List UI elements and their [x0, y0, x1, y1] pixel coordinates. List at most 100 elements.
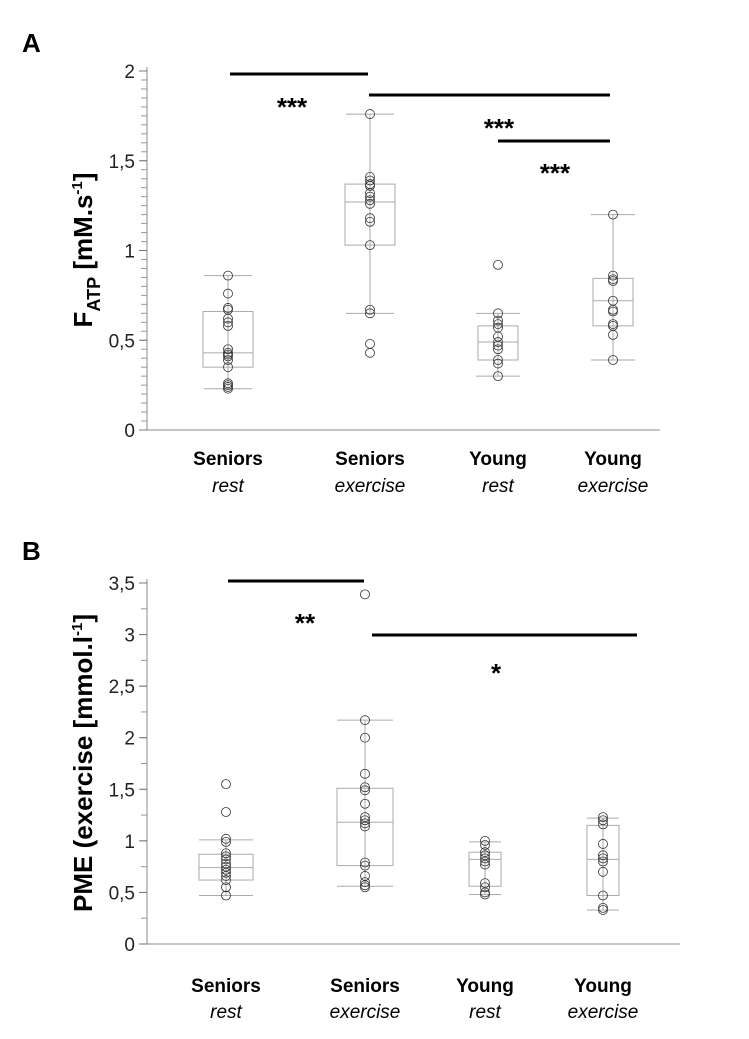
data-point	[365, 198, 375, 209]
y-tick-label: 0,5	[109, 331, 135, 352]
data-point	[360, 732, 370, 743]
y-tick-label: 1	[124, 832, 135, 853]
data-point	[360, 798, 370, 809]
data-point	[598, 850, 608, 861]
y-label-unit-end: ]	[68, 173, 98, 182]
data-point	[221, 854, 231, 865]
y-axis-label: PME (exercise [mmol.l-1]	[68, 614, 98, 912]
category-condition-label: rest	[482, 476, 514, 497]
y-tick-label: 2	[124, 62, 135, 83]
box-iqr	[586, 824, 620, 897]
data-point	[493, 371, 503, 382]
box-0	[202, 270, 254, 394]
category-condition-label: rest	[210, 1002, 242, 1023]
data-point	[598, 903, 608, 913]
data-point	[493, 355, 503, 365]
data-point	[608, 270, 618, 281]
data-point	[360, 715, 370, 726]
y-tick-label: 3,5	[109, 574, 135, 595]
data-point	[608, 355, 618, 365]
category-condition-label: exercise	[335, 476, 406, 497]
panel-label: B	[22, 536, 41, 566]
category-group-label: Seniors	[335, 449, 405, 470]
data-point	[223, 351, 233, 362]
data-point	[608, 329, 618, 340]
data-point	[360, 785, 370, 796]
box-2	[468, 835, 502, 900]
category-group-label: Young	[574, 976, 632, 997]
data-point	[360, 860, 370, 871]
data-point	[598, 890, 608, 901]
data-point	[365, 338, 375, 349]
data-point	[480, 853, 490, 864]
data-point	[221, 779, 231, 790]
y-tick-label: 3	[124, 626, 135, 647]
data-point	[598, 815, 608, 826]
data-point	[223, 288, 233, 299]
significance-stars: ***	[540, 158, 571, 188]
y-tick-label: 1,5	[109, 780, 135, 801]
data-point	[480, 835, 490, 846]
data-point	[360, 882, 370, 893]
data-point	[493, 259, 503, 270]
data-point	[608, 306, 618, 317]
y-tick-label: 1,5	[109, 152, 135, 173]
data-point	[223, 313, 233, 324]
y-label-unit-end: ]	[68, 614, 98, 623]
data-point	[360, 880, 370, 891]
panel-a: A FATP [mM.s-1] 0 0,5 1 1,5 2 Seniors rest Senior…	[22, 28, 660, 497]
panel-b: B PME (exercise [mmol.l-1] 0 0,5 1 1,5 2 2,5 3 3,…	[22, 536, 680, 1023]
box-iqr	[336, 787, 394, 867]
data-point	[221, 848, 231, 859]
data-point	[221, 864, 231, 875]
data-point	[221, 836, 231, 847]
data-point	[365, 308, 375, 319]
significance-stars: **	[295, 608, 316, 638]
data-point	[598, 819, 608, 830]
data-point	[223, 344, 233, 355]
category-group-label: Young	[469, 449, 527, 470]
box-iqr	[344, 183, 396, 246]
box-iqr	[477, 325, 519, 361]
category-condition-label: rest	[212, 476, 244, 497]
data-point	[365, 213, 375, 224]
data-point	[598, 905, 608, 915]
data-point	[360, 818, 370, 829]
box-1	[344, 109, 396, 358]
data-point	[480, 859, 490, 870]
data-point	[493, 308, 503, 319]
y-label-unit: [mM.s	[68, 195, 98, 277]
box-3	[591, 209, 635, 365]
data-point	[365, 175, 375, 186]
data-point	[221, 890, 231, 901]
data-point	[365, 191, 375, 202]
data-point	[365, 180, 375, 191]
y-tick-label: 2	[124, 729, 135, 750]
data-point	[365, 195, 375, 206]
data-point	[221, 807, 231, 817]
data-point	[223, 362, 233, 373]
significance-stars: ***	[484, 113, 515, 143]
data-point	[223, 270, 233, 281]
data-point	[221, 867, 231, 878]
y-label-superscript: -1	[69, 181, 86, 194]
panel-label: A	[22, 28, 41, 58]
y-label-main: F	[68, 312, 98, 328]
box-iqr	[592, 277, 634, 327]
data-point	[598, 839, 608, 849]
data-point	[493, 340, 503, 351]
data-point	[223, 383, 233, 394]
data-point	[480, 856, 490, 867]
data-point	[223, 317, 233, 328]
data-point	[365, 216, 375, 227]
y-label-subscript: ATP	[84, 277, 104, 312]
data-point	[365, 188, 375, 198]
data-point	[608, 276, 618, 286]
y-label-superscript: -1	[69, 623, 86, 636]
y-tick-label: 0	[124, 935, 135, 956]
data-point	[360, 589, 370, 600]
box-2	[476, 259, 520, 382]
data-point	[480, 889, 490, 900]
data-point	[221, 833, 231, 844]
